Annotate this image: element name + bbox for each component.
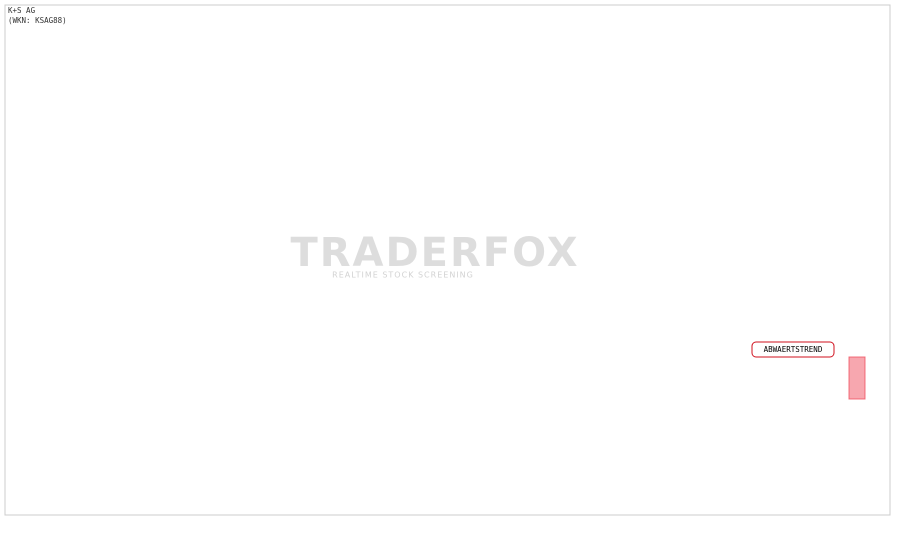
watermark: TRADERFOX xyxy=(290,230,579,276)
annotation-box xyxy=(751,341,835,358)
chart-title: K+S AG xyxy=(8,6,36,15)
chart-subtitle: (WKN: KSAG88) xyxy=(8,16,67,25)
annotation: ABWAERTSTREND xyxy=(764,345,823,354)
watermark-sub: REALTIME STOCK SCREENING xyxy=(332,271,474,280)
plot-frame xyxy=(4,4,891,516)
highlight xyxy=(848,356,866,400)
